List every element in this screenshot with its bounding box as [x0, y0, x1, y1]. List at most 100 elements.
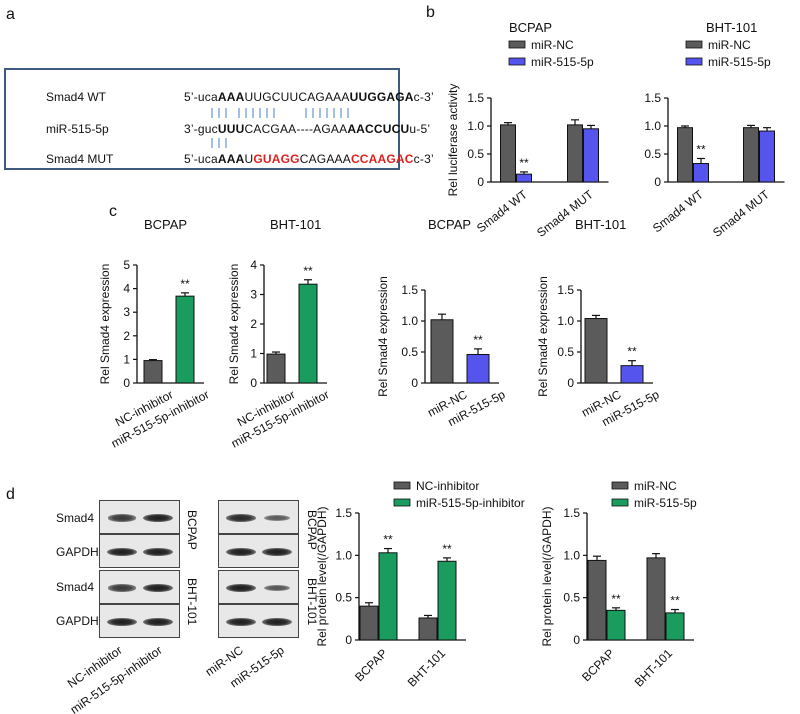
legend-swatch	[508, 40, 526, 49]
y-tick-label: 0	[345, 633, 352, 647]
blot-strip-left	[99, 500, 180, 534]
panel-label-b: b	[426, 4, 435, 21]
legend-swatch	[508, 57, 526, 66]
chart-title: BHT-101	[706, 20, 757, 35]
seq-segment: U	[244, 152, 254, 166]
y-tick-label: 2	[250, 317, 257, 331]
blot-band	[263, 584, 291, 592]
legend-label: miR-515-5p	[634, 496, 697, 510]
seq-mir: 3’-gucUUUCACGAA----AGAAAACCUCUu-5’	[184, 122, 430, 136]
blot-band	[107, 618, 137, 626]
y-tick-label: 0	[573, 633, 580, 647]
blot-band	[262, 618, 292, 626]
y-axis-label: Rel protein level(/GAPDH)	[540, 506, 554, 646]
category-label: Smad4 WT	[474, 187, 530, 235]
y-tick-label: 1.5	[644, 91, 661, 105]
chart-d2: 0 0.5 1.0 1.5 Rel protein level(/GAPDH) ** ** B…	[540, 506, 694, 690]
bar	[378, 552, 398, 641]
legend-d2: miR-NC miR-515-5p	[611, 479, 697, 510]
legend-label: miR-NC	[531, 38, 574, 52]
blot-band	[226, 514, 256, 522]
y-tick-label: 1.0	[563, 548, 580, 562]
significance-label: **	[383, 533, 393, 547]
chart-title: BHT-101	[270, 217, 321, 232]
seq-name-mut: Smad4 MUT	[46, 152, 114, 166]
bar	[743, 127, 759, 183]
bar	[266, 353, 286, 384]
seq-mut: 5’-ucaAAAUGUAGGCAGAAACCAAGACc-3’	[184, 152, 434, 166]
seq-segment: 5’-uca	[184, 90, 218, 104]
blot-band	[143, 514, 173, 522]
bar	[620, 365, 644, 384]
y-tick-label: 4	[250, 258, 257, 272]
legend-swatch	[393, 498, 411, 507]
bar	[677, 127, 693, 183]
significance-label: **	[696, 142, 706, 156]
bar	[175, 295, 195, 384]
blot-strip-right	[218, 534, 299, 568]
significance-label: **	[180, 277, 190, 291]
y-tick-label: 0	[567, 376, 574, 390]
y-tick-label: 0.5	[563, 591, 580, 605]
y-axis-label: Rel Smad4 expression	[227, 264, 241, 385]
category-label: BHT-101	[632, 646, 676, 690]
y-axis-label: Rel Smad4 expression	[98, 264, 112, 385]
bar	[584, 318, 608, 384]
seq-segment: AAA	[217, 152, 245, 166]
pairing-lines	[211, 108, 349, 148]
panel-label-d: d	[6, 486, 15, 503]
legend-swatch	[611, 481, 629, 490]
seq-segment: 3’-guc	[184, 122, 218, 136]
bar	[430, 319, 454, 384]
blot-strip-left	[99, 534, 180, 568]
significance-label: **	[670, 594, 680, 608]
blot-cell-label-bcpap-left: BCPAP	[185, 510, 199, 550]
y-tick-label: 0	[477, 175, 484, 189]
legend-label: miR-515-5p	[531, 55, 594, 69]
blot-band	[107, 514, 137, 522]
y-tick-label: 0.5	[401, 345, 418, 359]
blot-cell-label-bht-right: BHT-101	[305, 578, 319, 626]
y-tick-label: 1.5	[335, 506, 352, 520]
blot-band	[262, 548, 292, 556]
seq-segment: CCAAGAC	[350, 152, 414, 166]
seq-segment: UUGCUUCAGAAA	[244, 90, 350, 104]
seq-wt: 5’-ucaAAAUUGCUUCAGAAAUUGGAGAc-3’	[184, 90, 434, 104]
seq-segment: CAGAAA	[299, 152, 351, 166]
seq-segment: u-5’	[409, 122, 431, 136]
y-tick-label: 1.0	[644, 119, 661, 133]
chart-title: BCPAP	[144, 217, 187, 232]
blot-cell-label-bht-left: BHT-101	[185, 578, 199, 626]
legend-b1: miR-NC miR-515-5p	[508, 38, 594, 69]
bar	[418, 617, 438, 641]
seq-segment: c-3’	[413, 90, 434, 104]
blot-band	[226, 584, 256, 592]
y-tick-label: 0	[411, 376, 418, 390]
y-tick-label: 1.5	[467, 91, 484, 105]
legend-b2: miR-NC miR-515-5p	[685, 38, 771, 69]
category-label: BCPAP	[352, 646, 390, 684]
significance-label: **	[303, 264, 313, 278]
bar	[500, 124, 516, 183]
y-tick-label: 5	[123, 258, 130, 272]
bar	[437, 560, 457, 641]
blot-strip-right	[218, 570, 299, 604]
panel-label-a: a	[6, 6, 15, 23]
blot-band	[143, 618, 173, 626]
chart-b2: 0 0.5 1.0 1.5 BHT-101 ** Smad4 WT Smad4 MUT	[644, 20, 785, 240]
y-tick-label: 0.5	[557, 345, 574, 359]
bar	[606, 609, 626, 641]
seq-segment: AAA	[217, 90, 245, 104]
sequence-alignment-box: Smad4 WT 5’-ucaAAAUUGCUUCAGAAAUUGGAGAc-3…	[4, 68, 434, 170]
seq-segment: CACGAA----AGAA	[244, 122, 348, 136]
blot-strip-left	[99, 604, 180, 638]
seq-segment: c-3’	[413, 152, 434, 166]
y-tick-label: 1.0	[401, 314, 418, 328]
blot-strip-right	[218, 500, 299, 534]
legend-swatch	[611, 498, 629, 507]
blot-band	[226, 548, 256, 556]
